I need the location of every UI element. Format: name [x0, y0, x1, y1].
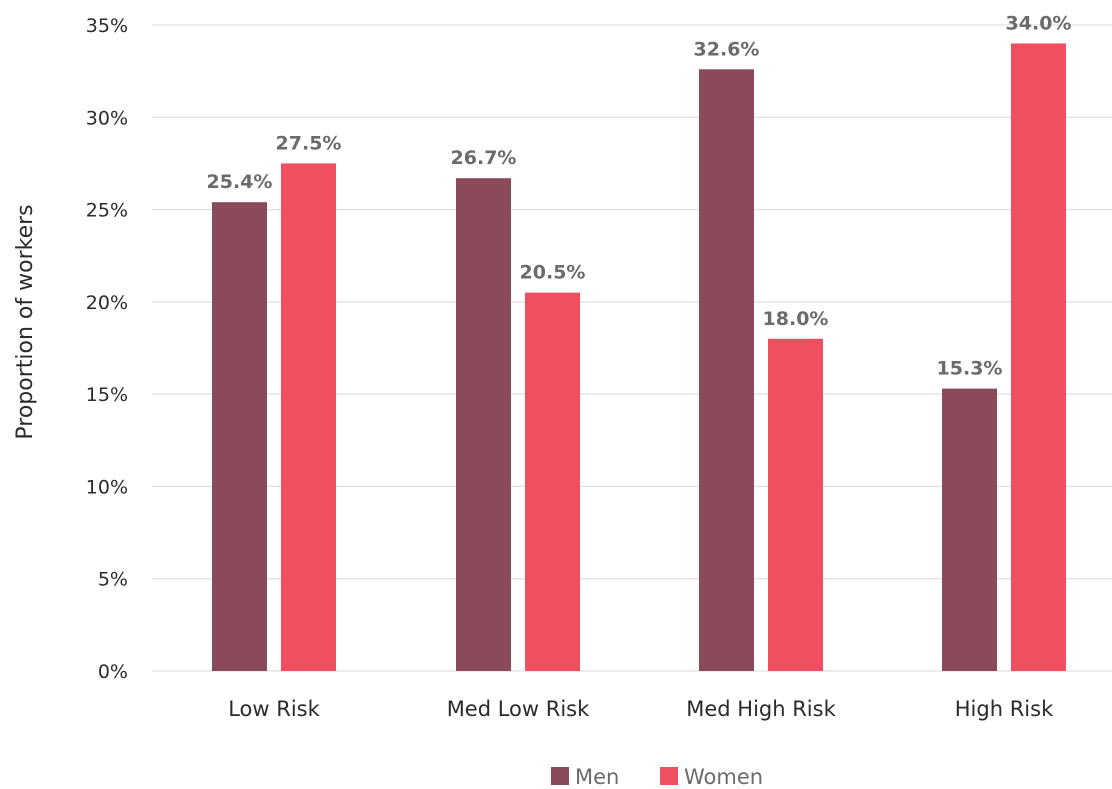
data-labels: 25.4%27.5% 26.7% 20.5% 32.6% 18.0% 15.3% 34.0%: [207, 12, 1072, 379]
bar-women-2: [768, 338, 823, 671]
y-tick-label: 30%: [86, 107, 128, 129]
bar-women-3: [1011, 43, 1066, 671]
data-label: 18.0%: [763, 308, 829, 330]
data-label: 34.0%: [1006, 12, 1072, 34]
x-category-label: Low Risk: [228, 697, 320, 721]
x-category-label: High Risk: [955, 697, 1054, 721]
data-label: 32.6%: [694, 38, 760, 60]
data-label: 20.5%: [520, 262, 586, 284]
bar-men-1: [456, 178, 511, 672]
y-axis-ticks: 0% 5% 10% 15% 20% 25% 30% 35%: [86, 15, 128, 683]
legend-swatch-women: [660, 767, 678, 785]
legend-swatch-men: [551, 767, 569, 785]
y-tick-label: 0%: [98, 661, 128, 683]
y-tick-label: 5%: [98, 569, 128, 591]
y-tick-label: 35%: [86, 15, 128, 37]
bar-men-2: [699, 69, 754, 672]
x-category-label: Med Low Risk: [447, 697, 590, 721]
data-label: 25.4%: [207, 171, 273, 193]
y-tick-label: 15%: [86, 384, 128, 406]
x-axis-categories: Low Risk Med Low Risk Med High Risk High Ri…: [228, 697, 1054, 721]
x-category-label: Med High Risk: [686, 697, 836, 721]
bars: [212, 43, 1066, 672]
y-tick-label: 20%: [86, 292, 128, 314]
legend: Men Women: [551, 765, 763, 789]
bar-men-3: [942, 388, 997, 671]
legend-label: Men: [575, 765, 619, 789]
legend-label: Women: [684, 765, 763, 789]
y-tick-label: 10%: [86, 476, 128, 498]
y-tick-label: 25%: [86, 200, 128, 222]
bar-men-0: [212, 202, 267, 671]
data-label: 15.3%: [937, 358, 1003, 380]
data-label: 27.5%: [276, 132, 342, 154]
bar-women-1: [525, 292, 580, 671]
data-label: 26.7%: [451, 147, 517, 169]
y-axis-title: Proportion of workers: [13, 204, 38, 439]
bar-women-0: [281, 163, 336, 671]
